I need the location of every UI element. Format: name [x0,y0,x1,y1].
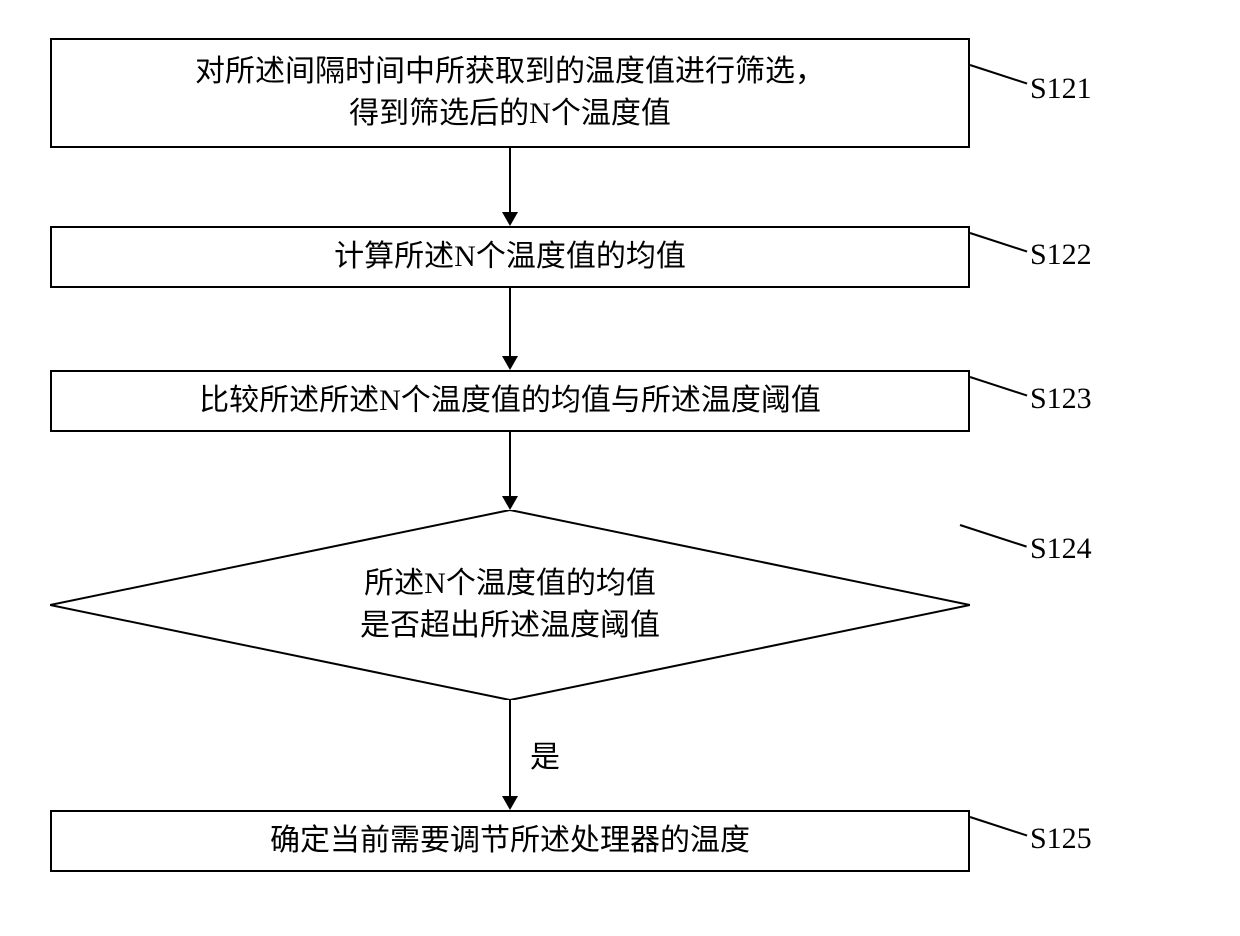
node-s122-text: 计算所述N个温度值的均值 [334,236,686,278]
arrow-s124-s125 [502,796,518,810]
edge-s122-s123 [509,288,511,356]
node-s121-line1: 对所述间隔时间中所获取到的温度值进行筛选， [195,51,825,93]
edge-label-yes: 是 [530,732,560,776]
node-s124-line1: 所述N个温度值的均值 [360,563,660,605]
node-s125: 确定当前需要调节所述处理器的温度 [50,810,970,872]
edge-s124-s125 [509,700,511,796]
tick-s125 [970,816,1028,836]
arrow-s122-s123 [502,356,518,370]
label-s123: S123 [1030,382,1092,416]
edge-s121-s122 [509,148,511,212]
arrow-s123-s124 [502,496,518,510]
node-s124: 所述N个温度值的均值 是否超出所述温度阈值 [50,510,970,700]
tick-s121 [970,64,1028,84]
node-s121-line2: 得到筛选后的N个温度值 [195,93,825,135]
node-s125-text: 确定当前需要调节所述处理器的温度 [270,820,750,862]
flowchart-canvas: 对所述间隔时间中所获取到的温度值进行筛选， 得到筛选后的N个温度值 S121 计… [20,20,1240,916]
tick-s122 [970,232,1028,252]
label-s125: S125 [1030,822,1092,856]
node-s121: 对所述间隔时间中所获取到的温度值进行筛选， 得到筛选后的N个温度值 [50,38,970,148]
label-s124: S124 [1030,532,1092,566]
tick-s123 [970,376,1028,396]
node-s122: 计算所述N个温度值的均值 [50,226,970,288]
label-s121: S121 [1030,72,1092,106]
edge-s123-s124 [509,432,511,496]
node-s123-text: 比较所述所述N个温度值的均值与所述温度阈值 [199,380,821,422]
arrow-s121-s122 [502,212,518,226]
node-s123: 比较所述所述N个温度值的均值与所述温度阈值 [50,370,970,432]
node-s124-line2: 是否超出所述温度阈值 [360,605,660,647]
label-s122: S122 [1030,238,1092,272]
